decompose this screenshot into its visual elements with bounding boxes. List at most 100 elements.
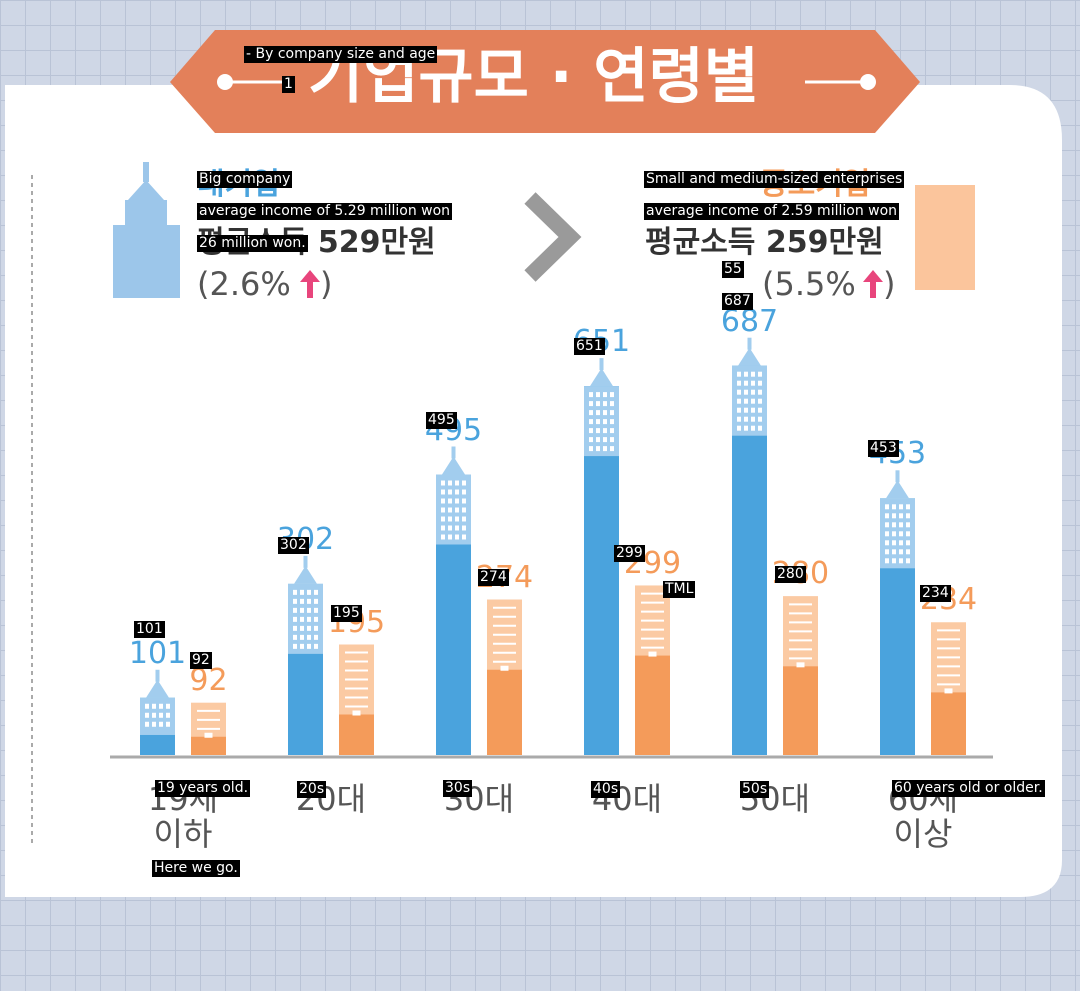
decoration <box>217 74 233 90</box>
window <box>906 540 910 546</box>
window <box>166 721 170 727</box>
window <box>751 389 755 395</box>
window <box>737 416 741 422</box>
window <box>603 446 607 452</box>
window <box>610 437 614 443</box>
bar-spire <box>590 368 613 387</box>
change: ) <box>883 265 896 303</box>
window <box>314 598 318 604</box>
window <box>441 534 445 540</box>
window <box>758 398 762 404</box>
window <box>441 480 445 486</box>
window <box>589 401 593 407</box>
change: (2.6% <box>197 265 291 303</box>
window <box>166 703 170 709</box>
window <box>462 480 466 486</box>
window <box>307 643 311 649</box>
window <box>300 607 304 613</box>
window <box>892 549 896 555</box>
window <box>596 401 600 407</box>
translation-label: - By company size and age <box>244 46 438 64</box>
window <box>603 428 607 434</box>
window <box>448 507 452 513</box>
window <box>589 446 593 452</box>
translation-label: 101 <box>134 621 165 639</box>
translation-label: 26 million won. <box>197 235 308 253</box>
window <box>906 513 910 519</box>
window <box>603 437 607 443</box>
window <box>596 419 600 425</box>
window <box>892 513 896 519</box>
translation-label: 453 <box>868 440 899 458</box>
window <box>596 428 600 434</box>
window <box>892 540 896 546</box>
window <box>751 380 755 386</box>
window <box>145 721 149 727</box>
translation-label: 299 <box>614 545 645 563</box>
window <box>744 398 748 404</box>
window <box>892 531 896 537</box>
window <box>300 598 304 604</box>
window <box>758 416 762 422</box>
change: (5.5% <box>762 265 856 303</box>
window <box>758 425 762 431</box>
window <box>899 549 903 555</box>
window <box>906 549 910 555</box>
window <box>744 389 748 395</box>
bar-spire <box>451 446 456 459</box>
window <box>744 425 748 431</box>
window <box>892 504 896 510</box>
window <box>906 522 910 528</box>
window <box>293 634 297 640</box>
window <box>596 437 600 443</box>
window <box>899 513 903 519</box>
window <box>448 489 452 495</box>
bar-spire <box>294 565 317 584</box>
window <box>892 522 896 528</box>
window <box>204 732 213 738</box>
translation-label: average income of 5.29 million won <box>197 203 453 221</box>
window <box>796 662 805 668</box>
chevron <box>524 192 582 282</box>
translation-label: 1 <box>282 76 295 94</box>
translation-label: 280 <box>775 566 806 584</box>
window <box>441 525 445 531</box>
window <box>885 513 889 519</box>
window <box>314 616 318 622</box>
value-label: 101 <box>128 635 187 671</box>
window <box>744 407 748 413</box>
window <box>758 407 762 413</box>
window <box>603 401 607 407</box>
bar-spire <box>155 669 160 682</box>
window <box>610 419 614 425</box>
window <box>737 371 741 377</box>
window <box>596 446 600 452</box>
arrow-up <box>300 270 320 298</box>
window <box>603 419 607 425</box>
translation-label: 40s <box>591 781 621 799</box>
window <box>300 616 304 622</box>
window <box>906 504 910 510</box>
window <box>737 389 741 395</box>
decoration <box>860 74 876 90</box>
window <box>589 392 593 398</box>
window <box>314 634 318 640</box>
window <box>751 398 755 404</box>
window <box>462 516 466 522</box>
window <box>603 410 607 416</box>
window <box>892 558 896 564</box>
window <box>300 589 304 595</box>
window <box>293 643 297 649</box>
window <box>448 516 452 522</box>
window <box>751 407 755 413</box>
window <box>744 371 748 377</box>
window <box>455 480 459 486</box>
window <box>441 489 445 495</box>
window <box>885 504 889 510</box>
window <box>737 425 741 431</box>
window <box>906 531 910 537</box>
window <box>589 410 593 416</box>
window <box>314 589 318 595</box>
window <box>610 446 614 452</box>
window <box>737 407 741 413</box>
